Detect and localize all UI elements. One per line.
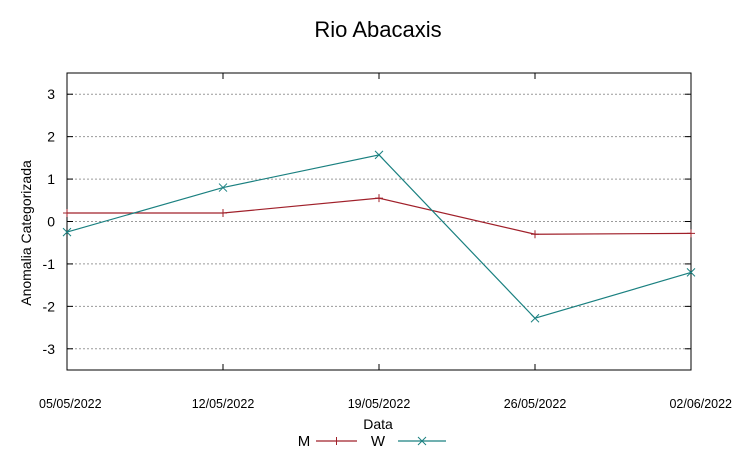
x-tick-label: 02/06/2022: [669, 397, 732, 411]
x-tick-label: 12/05/2022: [192, 397, 255, 411]
y-axis-ticks: 3 2 1 0 -1 -2 -3: [43, 86, 691, 357]
data-point: [218, 183, 228, 192]
data-point: [62, 227, 72, 237]
y-tick-label: 0: [47, 214, 55, 230]
y-tick-label: -1: [43, 256, 56, 272]
series-line: [67, 197, 692, 235]
y-tick-label: 2: [47, 129, 55, 145]
y-axis-label: Anomalia Categorizada: [18, 160, 34, 306]
series-W: [62, 150, 696, 323]
x-tick-label: 05/05/2022: [39, 397, 102, 411]
y-tick-label: -3: [43, 341, 56, 357]
data-point: [530, 313, 540, 323]
y-tick-label: 3: [47, 86, 55, 102]
gridlines: [67, 93, 691, 350]
series-M: [63, 194, 695, 239]
legend-label: W: [371, 433, 386, 450]
x-axis-ticks: 05/05/2022 12/05/2022 19/05/2022 26/05/2022…: [39, 73, 732, 411]
data-point: [374, 150, 384, 160]
legend-marker: [417, 436, 427, 446]
x-axis-label: Data: [363, 416, 393, 432]
series-lines: [62, 150, 696, 323]
chart-title: Rio Abacaxis: [314, 17, 441, 42]
legend-label: M: [298, 433, 311, 450]
data-point: [686, 268, 696, 277]
x-tick-label: 26/05/2022: [504, 397, 567, 411]
y-tick-label: 1: [47, 171, 55, 187]
x-tick-label: 19/05/2022: [348, 397, 411, 411]
y-tick-label: -2: [43, 298, 56, 314]
